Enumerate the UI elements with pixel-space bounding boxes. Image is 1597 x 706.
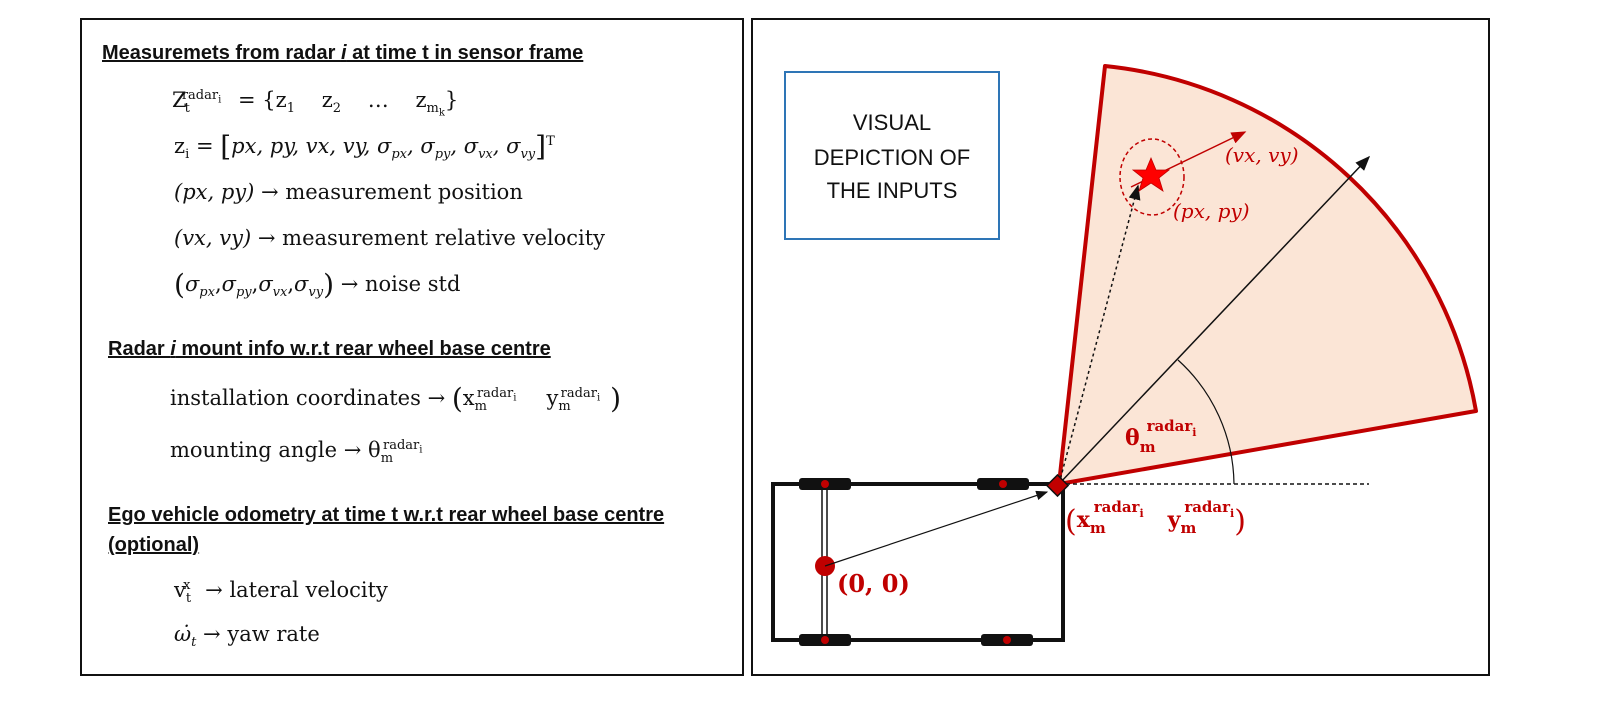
lateral-velocity-definition: vtx → lateral velocity bbox=[174, 578, 388, 607]
front-right-wheel-hub bbox=[1003, 636, 1011, 644]
installation-coordinates: installation coordinates → (xmradari ymr… bbox=[170, 382, 622, 415]
depiction-label-line1: VISUAL bbox=[853, 110, 931, 135]
measurement-star-icon bbox=[1131, 156, 1171, 192]
depiction-label-line2: DEPICTION OF bbox=[814, 145, 970, 170]
velocity-definition: (vx, vy) → measurement relative velocity bbox=[174, 226, 606, 250]
radar-field-of-view bbox=[1057, 64, 1478, 486]
position-label: (px, py) bbox=[1173, 199, 1250, 223]
depiction-label-box bbox=[784, 71, 1000, 240]
depiction-label-line3: THE INPUTS bbox=[827, 178, 958, 203]
rear-right-wheel-hub bbox=[821, 636, 829, 644]
odometry-heading: Ego vehicle odometry at time t w.r.t rea… bbox=[108, 504, 665, 526]
origin-label: (0, 0) bbox=[837, 569, 910, 598]
rear-left-wheel-hub bbox=[821, 480, 829, 488]
inputs-description-panel: Measuremets from radar i at time t in se… bbox=[80, 18, 744, 676]
mounting-angle-label: θmradari bbox=[1125, 417, 1196, 456]
mount-position-arrow bbox=[824, 490, 1049, 567]
visual-depiction-panel: VISUAL DEPICTION OF THE INPUTS (vx, vy) … bbox=[751, 18, 1490, 676]
radar-diagram: VISUAL DEPICTION OF THE INPUTS (vx, vy) … bbox=[771, 64, 1478, 646]
position-definition: (px, py) → measurement position bbox=[174, 180, 523, 204]
velocity-label: (vx, vy) bbox=[1225, 143, 1299, 167]
radar-sensor-icon bbox=[1045, 473, 1070, 498]
mount-info-heading: Radar i mount info w.r.t rear wheel base… bbox=[108, 338, 551, 360]
front-left-wheel-hub bbox=[999, 480, 1007, 488]
measurements-heading: Measuremets from radar i at time t in se… bbox=[102, 42, 584, 64]
odometry-heading-optional: (optional) bbox=[108, 534, 200, 556]
yaw-rate-definition: ω̇t → yaw rate bbox=[174, 622, 320, 651]
mount-coordinates-label: (xmradari ymradari) bbox=[1065, 498, 1246, 539]
measurement-vector-equation: zi = [px, py, vx, vy, σpx, σpy, σvx, σvy… bbox=[174, 130, 555, 163]
mounting-angle-arc bbox=[1177, 359, 1235, 485]
boresight-arrow bbox=[1058, 155, 1371, 485]
mounting-angle: mounting angle → θmradari bbox=[170, 438, 423, 467]
ego-vehicle-body bbox=[771, 482, 1065, 642]
measurement-set-equation: Ztradari = {z1 z2 … zmk} bbox=[172, 88, 459, 119]
noise-definition: (σpx,σpy,σvx,σvy) → noise std bbox=[174, 268, 461, 301]
measurement-uncertainty-ellipse bbox=[1119, 138, 1185, 216]
